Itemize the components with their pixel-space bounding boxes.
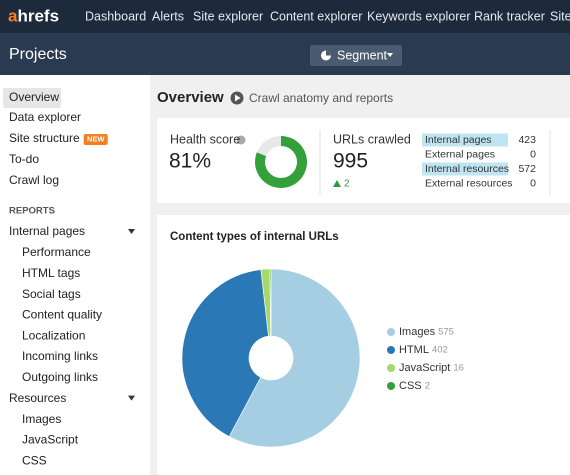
pie-slice <box>228 268 361 448</box>
sidebar-sublink[interactable]: Localization <box>22 328 85 342</box>
url-row-name[interactable]: Internal resources <box>425 163 509 175</box>
nav-link[interactable]: Site explorer <box>193 9 263 23</box>
sidebar-link[interactable]: Site structure <box>9 131 80 145</box>
health-score: 81% <box>169 150 211 173</box>
legend-dot <box>387 328 395 336</box>
nav-link[interactable]: Rank tracker <box>474 9 545 23</box>
logo: hrefs <box>17 6 59 25</box>
legend-value: 575 <box>438 327 454 338</box>
nav-link[interactable]: Keywords explorer <box>367 9 471 23</box>
dropdown-caret <box>387 53 393 57</box>
overview-link[interactable]: Crawl anatomy and reports <box>249 91 393 105</box>
chart-title: Content types of internal URLs <box>170 231 339 243</box>
legend-value: 402 <box>432 345 448 356</box>
play-triangle <box>235 94 241 102</box>
sidebar-sublink[interactable]: Images <box>22 412 61 426</box>
sidebar-sublink[interactable]: Outgoing links <box>22 370 98 384</box>
up-arrow <box>333 180 341 187</box>
url-row-value: 423 <box>518 134 536 146</box>
page-title: Projects <box>9 46 67 63</box>
stat-label: URLs crawled <box>333 132 411 146</box>
overview-title: Overview <box>157 89 224 106</box>
health-donut-rest <box>256 136 281 157</box>
nav-link[interactable]: Site <box>550 9 570 23</box>
nav-link[interactable]: Alerts <box>152 9 184 23</box>
url-row-name[interactable]: External resources <box>425 177 513 189</box>
segment-label[interactable]: Segment <box>337 48 388 62</box>
sidebar-sublink[interactable]: CSS <box>22 453 47 467</box>
nav-link[interactable]: Dashboard <box>85 9 146 23</box>
sidebar-link[interactable]: Data explorer <box>9 110 81 124</box>
sidebar-group[interactable]: Resources <box>9 391 66 405</box>
sidebar-link[interactable]: Overview <box>9 90 59 104</box>
legend-name: CSS <box>399 380 422 392</box>
sidebar-group[interactable]: Internal pages <box>9 224 85 238</box>
legend-dot <box>387 382 395 390</box>
sidebar-sublink[interactable]: JavaScript <box>22 433 79 447</box>
segment-icon-cut <box>326 50 331 56</box>
legend-name: JavaScript <box>399 362 450 374</box>
sidebar-sublink[interactable]: Incoming links <box>22 349 98 363</box>
stats-card <box>157 118 570 203</box>
row-highlight <box>422 133 508 147</box>
url-row-value: 0 <box>530 148 536 160</box>
new-badge-text: NEW <box>87 134 105 143</box>
nav-link[interactable]: Content explorer <box>270 9 362 23</box>
row-highlight <box>422 162 508 176</box>
sidebar-sublink[interactable]: Social tags <box>22 287 81 301</box>
new-badge <box>83 134 108 145</box>
legend-name: HTML <box>399 344 429 356</box>
pie-slice <box>181 269 269 437</box>
url-row-value: 572 <box>518 163 536 175</box>
project-bar <box>0 33 570 75</box>
legend-dot <box>387 346 395 354</box>
legend-name: Images <box>399 326 436 338</box>
logo: a <box>8 6 18 25</box>
top-bar <box>0 0 570 33</box>
urls-total: 995 <box>333 150 368 173</box>
url-row-value: 0 <box>530 177 536 189</box>
health-donut <box>254 136 307 189</box>
legend-value: 16 <box>453 363 464 374</box>
sidebar-sublink[interactable]: Performance <box>22 245 91 259</box>
url-row-name[interactable]: External pages <box>425 148 495 160</box>
sidebar-link[interactable]: To-do <box>9 152 39 166</box>
legend-value: 2 <box>425 381 430 392</box>
segment-button[interactable] <box>310 45 402 66</box>
legend-dot <box>387 364 395 372</box>
urls-change: 2 <box>344 179 350 190</box>
sidebar-link[interactable]: Crawl log <box>9 173 59 187</box>
pie-slice <box>269 268 272 337</box>
section-label: REPORTS <box>9 206 55 217</box>
url-row-name[interactable]: Internal pages <box>425 134 492 146</box>
sidebar-sublink[interactable]: HTML tags <box>22 266 80 280</box>
group-caret <box>128 395 135 401</box>
sidebar <box>0 75 150 475</box>
active-item <box>3 88 61 108</box>
stat-label: Health score <box>170 132 240 146</box>
help-icon[interactable] <box>236 135 246 145</box>
sidebar-sublink[interactable]: Content quality <box>22 308 102 322</box>
group-caret <box>128 229 135 234</box>
